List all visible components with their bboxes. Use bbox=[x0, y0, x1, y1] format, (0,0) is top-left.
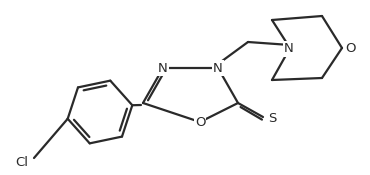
Text: N: N bbox=[213, 61, 223, 75]
Text: O: O bbox=[195, 117, 205, 130]
Text: Cl: Cl bbox=[16, 156, 28, 169]
Text: N: N bbox=[284, 43, 294, 55]
Text: N: N bbox=[158, 61, 168, 75]
Text: O: O bbox=[345, 41, 355, 54]
Text: S: S bbox=[268, 111, 276, 124]
